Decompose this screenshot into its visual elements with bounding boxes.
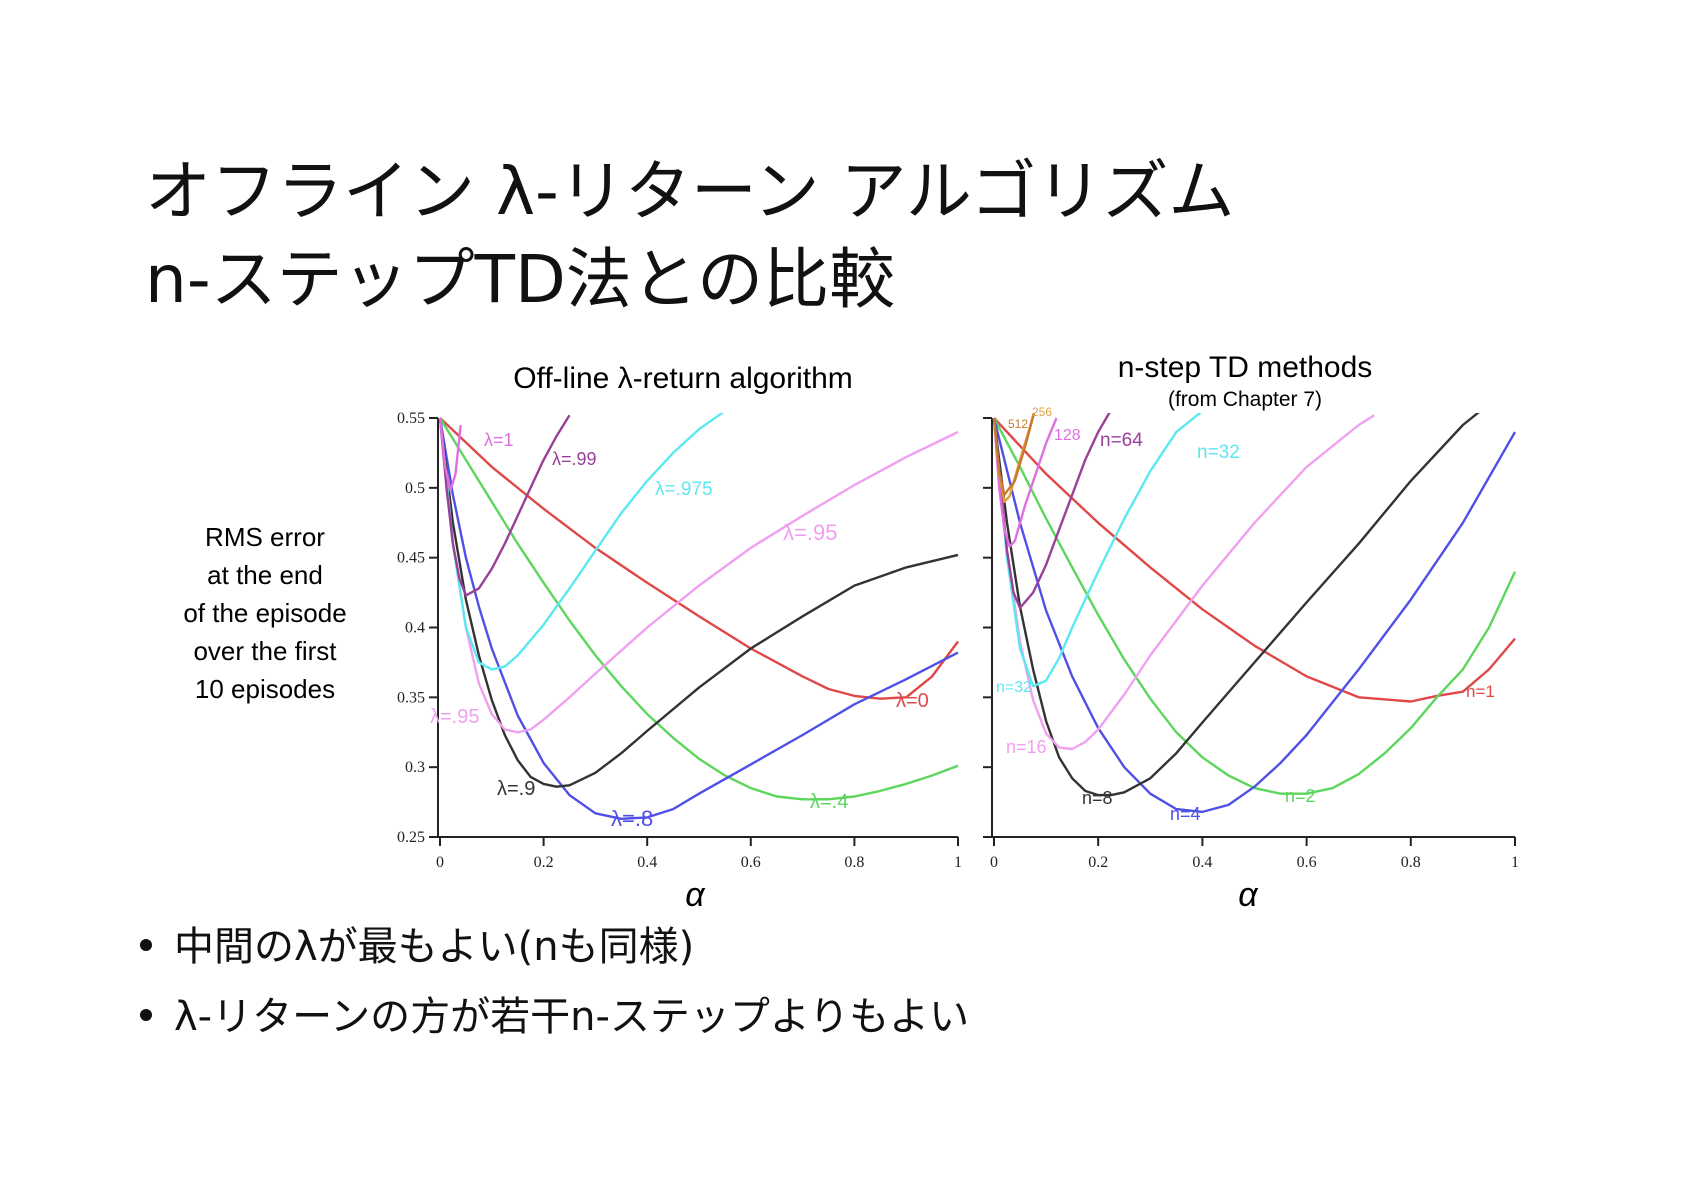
- title-line-1: オフライン λ-リターン アルゴリズム: [145, 153, 1235, 230]
- x-tick-label: 0.2: [1088, 854, 1108, 871]
- y-axis-label-line: over the first: [193, 636, 337, 666]
- line-label: 512: [1008, 417, 1028, 431]
- y-tick-label: 0.55: [397, 410, 425, 427]
- x-tick-label: 0: [436, 854, 444, 871]
- bullet-item: 中間のλが最もよい(nも同様): [140, 912, 969, 982]
- line-label: λ=.4: [810, 791, 848, 813]
- left-chart-title: Off-line λ-return algorithm: [513, 362, 853, 395]
- line-label: λ=.8: [611, 806, 653, 831]
- x-tick-label: 0.4: [1192, 854, 1212, 871]
- series-group: [438, 413, 959, 820]
- bullet-dot-icon: [140, 1009, 152, 1021]
- series-line: [992, 413, 1036, 496]
- series-line: [438, 417, 462, 492]
- x-tick-label: 1: [1511, 854, 1519, 871]
- right-series: [992, 413, 1517, 814]
- series-line: [992, 414, 1375, 751]
- series-line: [993, 417, 1516, 703]
- left-series: [438, 413, 959, 820]
- line-label: λ=0: [896, 690, 929, 712]
- x-tick-label: 0.8: [844, 854, 864, 871]
- y-tick-label: 0.3: [405, 759, 425, 776]
- line-label: n=1: [1466, 682, 1495, 701]
- x-tick-label: 1: [954, 854, 962, 871]
- bullet-text: λ-リターンの方が若干n-ステップよりもよい: [174, 994, 970, 1040]
- bullet-item: λ-リターンの方が若干n-ステップよりもよい: [140, 982, 969, 1052]
- series-line: [438, 417, 959, 734]
- line-label: n=16: [1006, 737, 1047, 757]
- x-tick-label: 0.8: [1401, 854, 1421, 871]
- y-tick-label: 0.5: [405, 480, 425, 497]
- x-tick-label: 0.6: [1297, 854, 1317, 871]
- right-axes: 0 0.2 0.4 0.6 0.8 1: [983, 417, 1519, 871]
- title-line-2: n-ステップTD法との比較: [145, 241, 896, 318]
- y-axis-label-line: of the episode: [183, 598, 346, 628]
- right-chart: n-step TD methods (from Chapter 7) α 0 0.…: [983, 351, 1519, 914]
- series-line: [438, 413, 725, 671]
- left-chart: Off-line λ-return algorithm α 0 0.2 0.4 0.6…: [397, 362, 962, 914]
- line-label: n=4: [1170, 804, 1201, 824]
- series-line: [992, 417, 1058, 548]
- series-line: [438, 417, 959, 820]
- series-line: [438, 414, 571, 597]
- line-label: λ=.99: [552, 449, 597, 469]
- left-axes: 0 0.2 0.4 0.6 0.8 1 0.25 0.3 0.35 0.4 0.45 0.5 0.55: [397, 410, 962, 871]
- series-line: [439, 417, 959, 700]
- y-axis-label: RMS error at the end of the episode over…: [183, 522, 346, 704]
- line-label: 256: [1032, 405, 1052, 419]
- y-tick-label: 0.35: [397, 689, 425, 706]
- line-label: n=32: [1197, 442, 1240, 463]
- x-tick-label: 0.2: [534, 854, 554, 871]
- series-line: [992, 413, 1480, 797]
- series-group: [992, 413, 1517, 814]
- right-x-axis-label: α: [1238, 876, 1259, 914]
- y-axis-label-line: RMS error: [205, 522, 325, 552]
- line-label: λ=1: [484, 430, 514, 450]
- series-line: [992, 413, 1111, 610]
- bullet-dot-icon: [140, 939, 152, 951]
- line-label: n=8: [1082, 788, 1113, 808]
- x-tick-label: 0: [990, 854, 998, 871]
- line-label: n=64: [1100, 430, 1143, 451]
- series-line: [438, 417, 959, 801]
- slide-title: オフライン λ-リターン アルゴリズム n-ステップTD法との比較: [145, 148, 1235, 324]
- y-tick-label: 0.4: [405, 620, 425, 637]
- line-label: n=32: [996, 679, 1032, 696]
- left-x-axis-label: α: [685, 876, 706, 914]
- x-tick-label: 0.4: [637, 854, 657, 871]
- bullet-list: 中間のλが最もよい(nも同様) λ-リターンの方が若干n-ステップよりもよい: [140, 912, 969, 1052]
- bullet-text: 中間のλが最もよい(nも同様): [174, 924, 695, 970]
- line-label: λ=.975: [655, 479, 713, 500]
- line-label: λ=.9: [497, 778, 535, 800]
- y-axis-label-line: at the end: [207, 560, 323, 590]
- line-label: λ=.95: [430, 706, 479, 728]
- series-line: [992, 417, 1517, 795]
- right-chart-subtitle: (from Chapter 7): [1168, 388, 1322, 411]
- y-tick-label: 0.45: [397, 550, 425, 567]
- y-axis-label-line: 10 episodes: [195, 674, 335, 704]
- line-label: λ=.95: [783, 520, 837, 545]
- y-tick-label: 0.25: [397, 829, 425, 846]
- x-tick-label: 0.6: [741, 854, 761, 871]
- line-label: 128: [1054, 427, 1081, 444]
- series-line: [992, 413, 1202, 688]
- line-label: n=2: [1285, 786, 1316, 806]
- left-line-labels: λ=1 λ=.99 λ=.975 λ=.95 λ=.95 λ=.9 λ=.8 λ…: [430, 430, 929, 831]
- right-chart-title: n-step TD methods: [1118, 351, 1373, 384]
- right-line-labels: 512 256 128 n=64 n=32 n=32 n=16 n=8 n=4 …: [996, 405, 1495, 824]
- series-line: [992, 417, 1517, 814]
